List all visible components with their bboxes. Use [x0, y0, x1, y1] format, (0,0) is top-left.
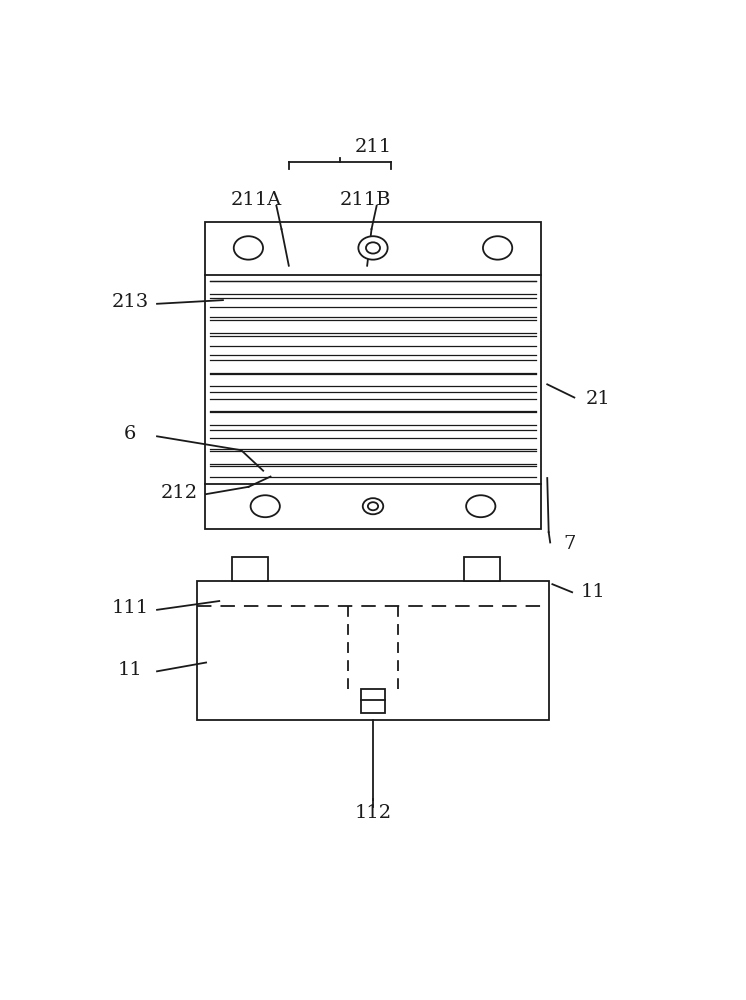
Bar	[197, 581, 549, 720]
Text: 211B: 211B	[340, 191, 392, 209]
Text: 6: 6	[124, 425, 136, 443]
Ellipse shape	[363, 498, 383, 514]
Text: 211A: 211A	[231, 191, 281, 209]
Ellipse shape	[233, 236, 263, 260]
Text: 21: 21	[586, 390, 611, 408]
Text: 112: 112	[354, 804, 392, 822]
Text: 11: 11	[580, 583, 605, 601]
Bar	[361, 689, 385, 713]
Ellipse shape	[358, 236, 388, 260]
Text: 111: 111	[111, 599, 148, 617]
Text: 212: 212	[160, 484, 198, 502]
Text: 7: 7	[563, 535, 575, 553]
Ellipse shape	[466, 495, 495, 517]
Ellipse shape	[368, 502, 378, 510]
Text: 213: 213	[111, 293, 148, 311]
Ellipse shape	[366, 242, 380, 254]
Ellipse shape	[251, 495, 280, 517]
Bar	[464, 557, 500, 581]
Text: 211: 211	[354, 138, 392, 156]
Text: 11: 11	[118, 661, 142, 679]
Bar	[233, 557, 268, 581]
Bar	[204, 222, 542, 529]
Ellipse shape	[483, 236, 513, 260]
